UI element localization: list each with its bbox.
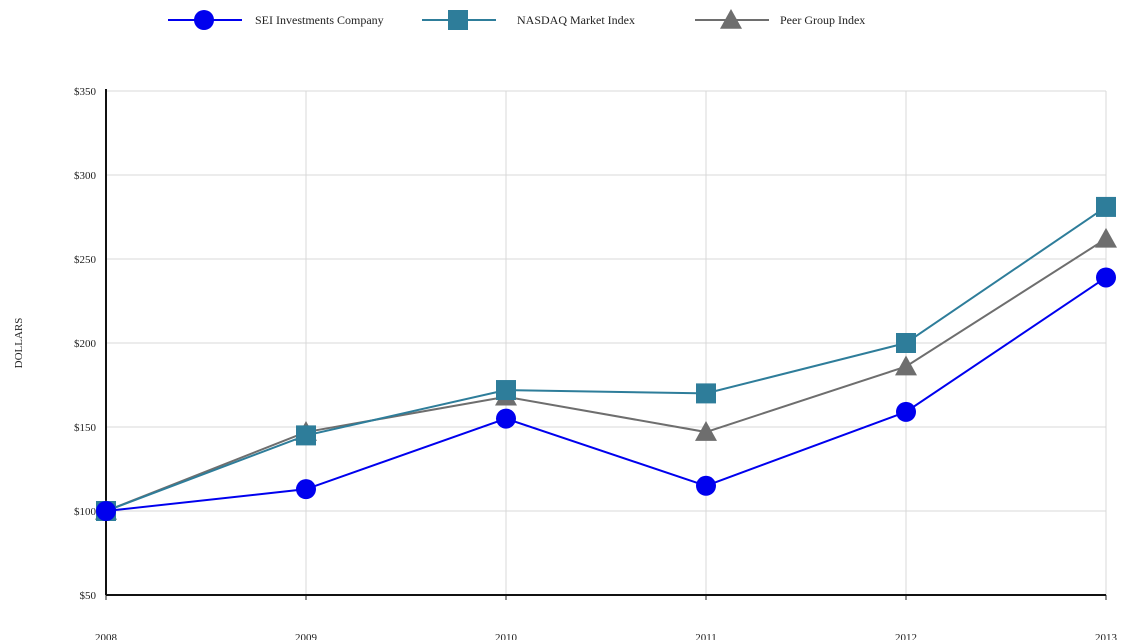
data-point bbox=[496, 408, 516, 429]
series-group bbox=[95, 196, 1117, 521]
data-point bbox=[896, 333, 916, 353]
data-point bbox=[496, 380, 516, 401]
y-tick-label: $150 bbox=[74, 422, 97, 434]
y-tick-label: $300 bbox=[74, 170, 97, 182]
data-point bbox=[896, 401, 916, 422]
legend-marker bbox=[194, 10, 214, 30]
x-tick-label: 2012 bbox=[895, 632, 917, 640]
legend: SEI Investments Company NASDAQ Market Ind… bbox=[168, 9, 865, 30]
data-point bbox=[696, 383, 716, 404]
x-tick-label: 2009 bbox=[295, 632, 318, 640]
legend-label: SEI Investments Company bbox=[255, 13, 384, 27]
series-line bbox=[105, 237, 1107, 512]
x-tick-label: 2010 bbox=[495, 632, 518, 640]
y-tick-label: $350 bbox=[74, 86, 97, 98]
data-point bbox=[696, 475, 716, 496]
y-tick-label: $100 bbox=[74, 506, 97, 518]
y-tick-label: $50 bbox=[80, 590, 97, 602]
data-point bbox=[296, 479, 316, 500]
legend-item: Peer Group Index bbox=[695, 9, 865, 29]
data-point bbox=[96, 501, 116, 521]
y-tick-label: $250 bbox=[74, 254, 97, 266]
y-axis-title: DOLLARS bbox=[13, 318, 25, 369]
legend-marker bbox=[720, 9, 742, 29]
legend-marker bbox=[448, 10, 468, 30]
series-line bbox=[105, 206, 1107, 512]
x-tick-label: 2013 bbox=[1095, 632, 1118, 640]
series-line bbox=[105, 276, 1107, 512]
legend-label: Peer Group Index bbox=[780, 13, 865, 27]
x-tick-label: 2008 bbox=[95, 632, 118, 640]
legend-item: SEI Investments Company bbox=[168, 10, 384, 30]
legend-item: NASDAQ Market Index bbox=[422, 10, 635, 30]
data-point bbox=[1096, 267, 1116, 288]
series-circle bbox=[96, 267, 1116, 521]
legend-label: NASDAQ Market Index bbox=[517, 13, 635, 27]
data-point bbox=[695, 421, 717, 441]
grid bbox=[106, 90, 1107, 595]
series-square bbox=[96, 196, 1116, 521]
data-point bbox=[1095, 227, 1117, 248]
data-point bbox=[895, 355, 917, 376]
data-point bbox=[296, 425, 316, 446]
y-tick-label: $200 bbox=[74, 338, 97, 350]
data-point bbox=[1096, 196, 1116, 217]
x-tick-label: 2011 bbox=[695, 632, 717, 640]
axes: $50 $100 $150 $200 $250 $300 $350 2008 2009 2010 2… bbox=[74, 86, 1118, 640]
